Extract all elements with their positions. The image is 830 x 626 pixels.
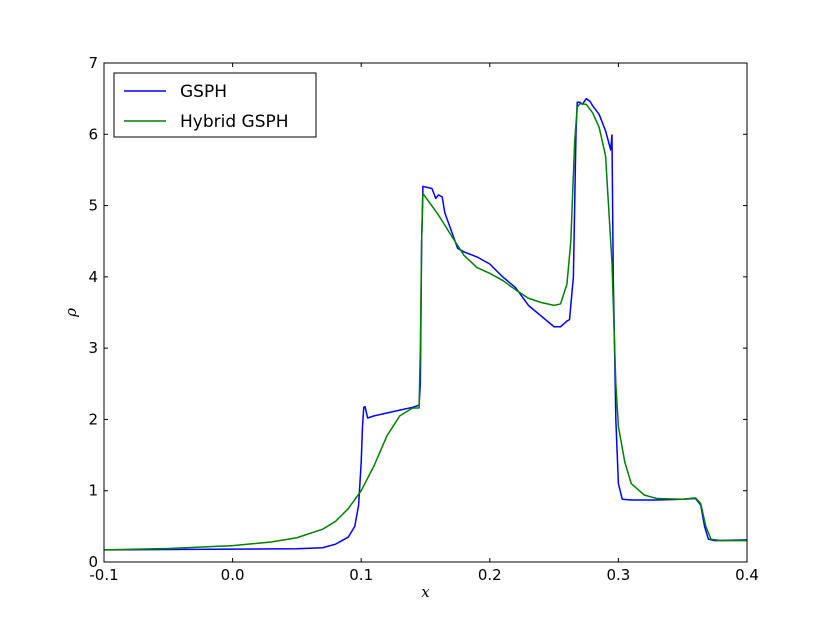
- y-tick-label: 2: [88, 410, 98, 428]
- x-tick-label: 0.2: [478, 566, 502, 584]
- y-tick-label: 3: [88, 339, 98, 357]
- x-tick-label: -0.1: [89, 566, 118, 584]
- plot-frame: [103, 62, 748, 563]
- y-tick-label: 4: [88, 268, 98, 286]
- series-line-hybrid-gsph: [103, 102, 747, 551]
- y-tick-label: 5: [88, 197, 98, 215]
- y-tick-label: 6: [88, 125, 98, 143]
- series-line-gsph: [103, 97, 748, 551]
- legend-box: [113, 72, 317, 138]
- series-layer: [103, 97, 748, 551]
- y-tick-label: 1: [88, 482, 98, 500]
- tick-layer: -0.1 0.0 0.1 0.2 0.3 0.4 0 1 2 3 4 5 6 7: [88, 54, 758, 584]
- legend-label-hybrid-gsph: Hybrid GSPH: [180, 112, 289, 132]
- legend: GSPH Hybrid GSPH: [113, 72, 317, 138]
- x-tick-label: 0.1: [349, 566, 373, 584]
- x-tick-label: 0.0: [221, 566, 245, 584]
- x-tick-label: 0.3: [606, 566, 630, 584]
- y-tick-label: 7: [88, 54, 98, 72]
- y-axis-label: ρ: [62, 308, 80, 318]
- x-tick-label: 0.4: [735, 566, 759, 584]
- y-tick-label: 0: [88, 553, 98, 571]
- x-axis-label: x: [421, 583, 430, 601]
- legend-label-gsph: GSPH: [180, 82, 227, 102]
